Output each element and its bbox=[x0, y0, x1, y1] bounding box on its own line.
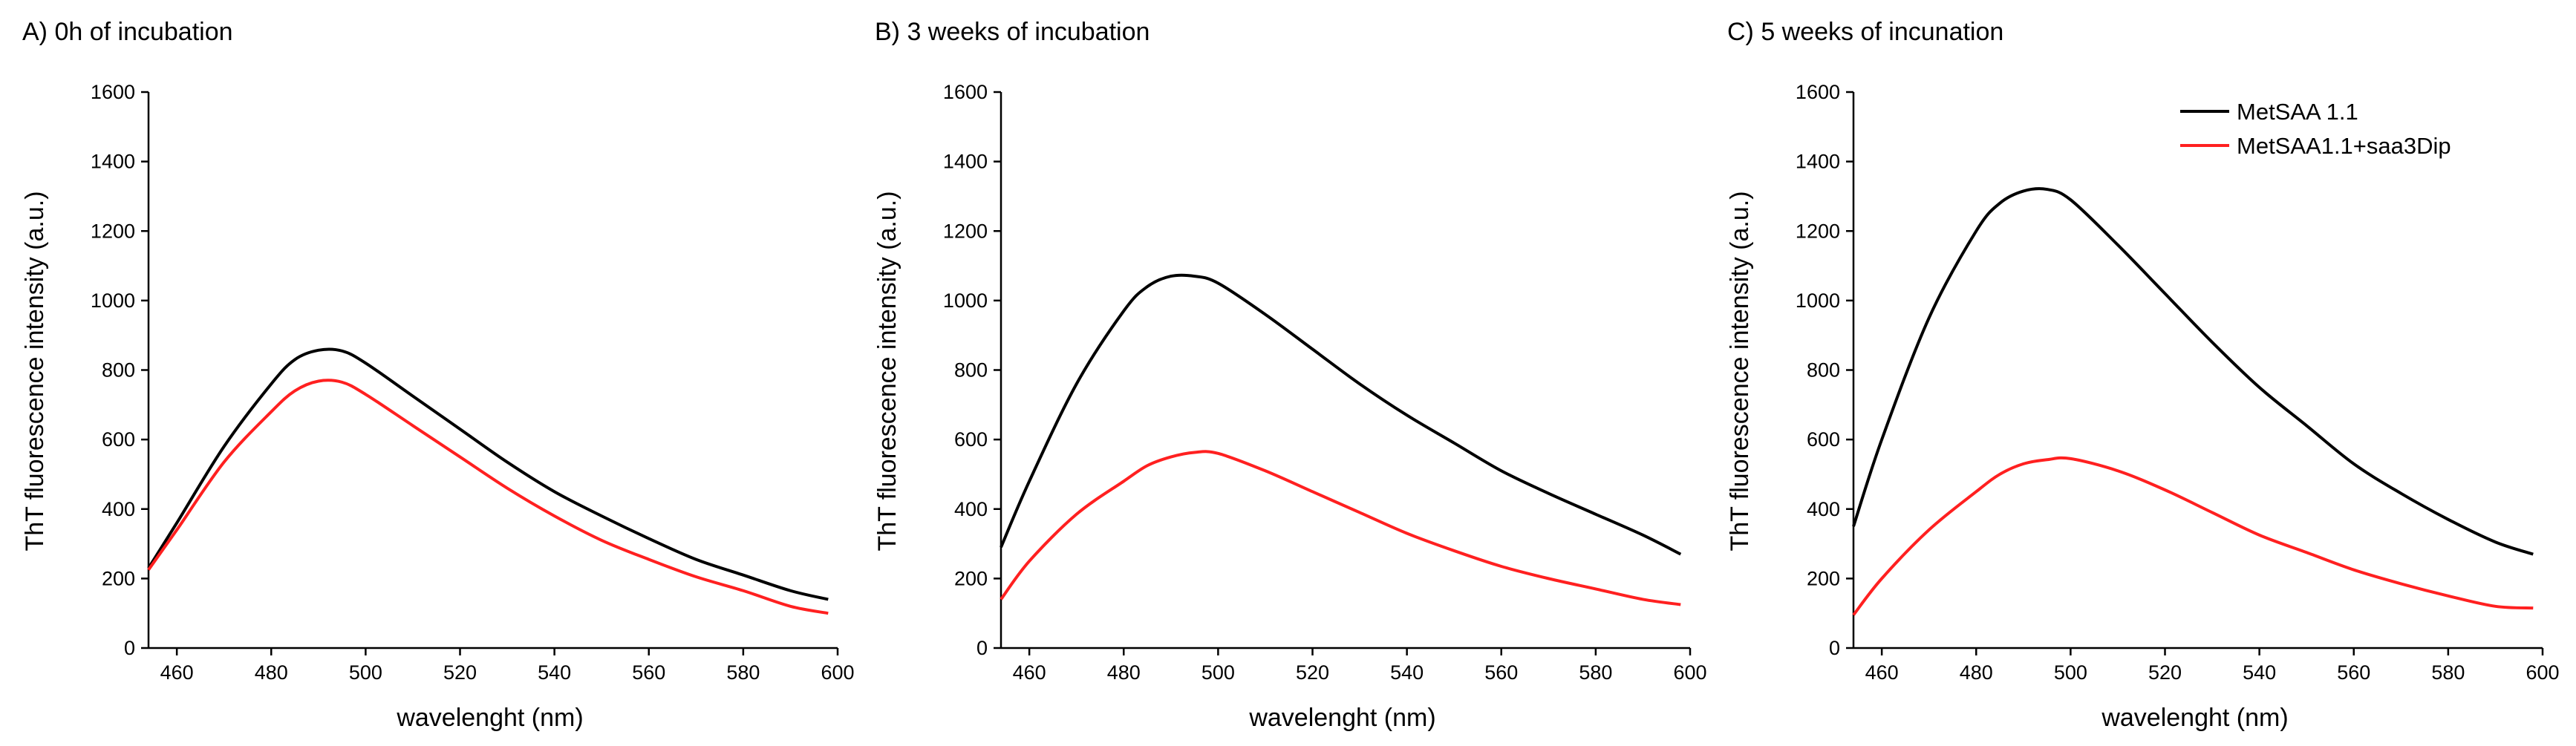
panel-b-x-axis-label: wavelenght (nm) bbox=[1248, 704, 1435, 732]
x-tick-label: 460 bbox=[1013, 661, 1046, 684]
y-tick-label: 400 bbox=[954, 498, 988, 520]
y-tick-label: 0 bbox=[124, 637, 135, 659]
x-tick-label: 480 bbox=[255, 661, 288, 684]
panel-c-x-axis-label: wavelenght (nm) bbox=[2101, 704, 2288, 732]
panel-b-y-axis-label: ThT fluorescence intensity (a.u.) bbox=[873, 191, 901, 551]
x-tick-label: 580 bbox=[1579, 661, 1612, 684]
y-tick-label: 400 bbox=[102, 498, 135, 520]
y-tick-label: 800 bbox=[102, 359, 135, 382]
x-tick-label: 560 bbox=[632, 661, 665, 684]
y-tick-label: 200 bbox=[102, 567, 135, 589]
y-tick-label: 400 bbox=[1807, 498, 1840, 520]
x-tick-label: 560 bbox=[2337, 661, 2370, 684]
x-tick-label: 520 bbox=[2148, 661, 2182, 684]
x-tick-label: 600 bbox=[2526, 661, 2559, 684]
y-tick-label: 1400 bbox=[91, 151, 135, 173]
panel-a-y-axis-label: ThT fluorescence intensity (a.u.) bbox=[21, 191, 49, 551]
panel-b: B) 3 weeks of incubation 0 200 400 600 800 10… bbox=[873, 18, 1707, 732]
panel-c-plot-area: 0 200 400 600 800 1000 1200 1400 1600 460 480 500 52… bbox=[1796, 81, 2560, 684]
x-tick-label: 540 bbox=[538, 661, 571, 684]
panel-a-series-metsaa-line bbox=[147, 347, 829, 601]
x-tick-label: 460 bbox=[160, 661, 194, 684]
y-tick-label: 800 bbox=[954, 359, 988, 382]
y-tick-label: 1000 bbox=[91, 289, 135, 312]
x-tick-label: 500 bbox=[2054, 661, 2087, 684]
x-tick-label: 480 bbox=[1960, 661, 1993, 684]
y-tick-label: 1200 bbox=[1796, 220, 1840, 242]
panel-b-title: B) 3 weeks of incubation bbox=[875, 18, 1150, 46]
x-tick-label: 520 bbox=[1296, 661, 1329, 684]
panel-a-plot-area: 0 200 400 600 800 1000 1200 1400 1600 460 480 500 52… bbox=[91, 81, 855, 684]
panel-b-series-metsaa-line bbox=[1000, 273, 1682, 556]
y-tick-label: 0 bbox=[976, 637, 988, 659]
y-tick-label: 1400 bbox=[1796, 151, 1840, 173]
panel-c-series-metsaa-line bbox=[1852, 187, 2534, 556]
legend: MetSAA 1.1 MetSAA1.1+saa3Dip bbox=[2180, 99, 2451, 159]
panel-c-series-metsaa-saa3dip-line bbox=[1852, 456, 2534, 616]
y-tick-label: 1400 bbox=[943, 151, 988, 173]
x-tick-label: 600 bbox=[821, 661, 854, 684]
y-tick-label: 0 bbox=[1829, 637, 1840, 659]
panel-b-plot-area: 0 200 400 600 800 1000 1200 1400 1600 460 480 500 52… bbox=[943, 81, 1707, 684]
y-tick-label: 800 bbox=[1807, 359, 1840, 382]
x-tick-label: 480 bbox=[1107, 661, 1141, 684]
legend-label-metsaa: MetSAA 1.1 bbox=[2237, 99, 2358, 125]
y-tick-label: 1200 bbox=[91, 220, 135, 242]
legend-label-metsaa-saa3dip: MetSAA1.1+saa3Dip bbox=[2237, 133, 2451, 159]
y-tick-label: 600 bbox=[1807, 428, 1840, 451]
panel-a-series-metsaa-saa3dip-line bbox=[147, 379, 829, 615]
y-tick-label: 1600 bbox=[943, 81, 988, 103]
x-tick-label: 600 bbox=[1673, 661, 1706, 684]
x-tick-label: 540 bbox=[1390, 661, 1424, 684]
y-tick-label: 1000 bbox=[1796, 289, 1840, 312]
panel-b-series-metsaa-saa3dip-line bbox=[1000, 450, 1681, 606]
x-tick-label: 520 bbox=[443, 661, 477, 684]
panel-c-title: C) 5 weeks of incunation bbox=[1727, 18, 2003, 46]
x-tick-label: 560 bbox=[1484, 661, 1518, 684]
x-tick-label: 580 bbox=[2431, 661, 2465, 684]
x-tick-label: 460 bbox=[1865, 661, 1899, 684]
panel-a-x-axis-label: wavelenght (nm) bbox=[396, 704, 583, 732]
x-tick-label: 500 bbox=[349, 661, 382, 684]
x-tick-label: 500 bbox=[1201, 661, 1235, 684]
y-tick-label: 1600 bbox=[91, 81, 135, 103]
panel-c: C) 5 weeks of incunation 0 200 400 600 800 10… bbox=[1726, 18, 2560, 732]
x-tick-label: 540 bbox=[2243, 661, 2276, 684]
panel-a-title: A) 0h of incubation bbox=[22, 18, 233, 46]
y-tick-label: 600 bbox=[954, 428, 988, 451]
y-tick-label: 1200 bbox=[943, 220, 988, 242]
x-tick-label: 580 bbox=[726, 661, 760, 684]
y-tick-label: 200 bbox=[1807, 567, 1840, 589]
panel-c-y-axis-label: ThT fluorescence intensity (a.u.) bbox=[1726, 191, 1754, 551]
y-tick-label: 1000 bbox=[943, 289, 988, 312]
y-tick-label: 1600 bbox=[1796, 81, 1840, 103]
y-tick-label: 200 bbox=[954, 567, 988, 589]
y-tick-label: 600 bbox=[102, 428, 135, 451]
panel-a: A) 0h of incubation 0 200 400 600 800 1000 120… bbox=[21, 18, 855, 732]
